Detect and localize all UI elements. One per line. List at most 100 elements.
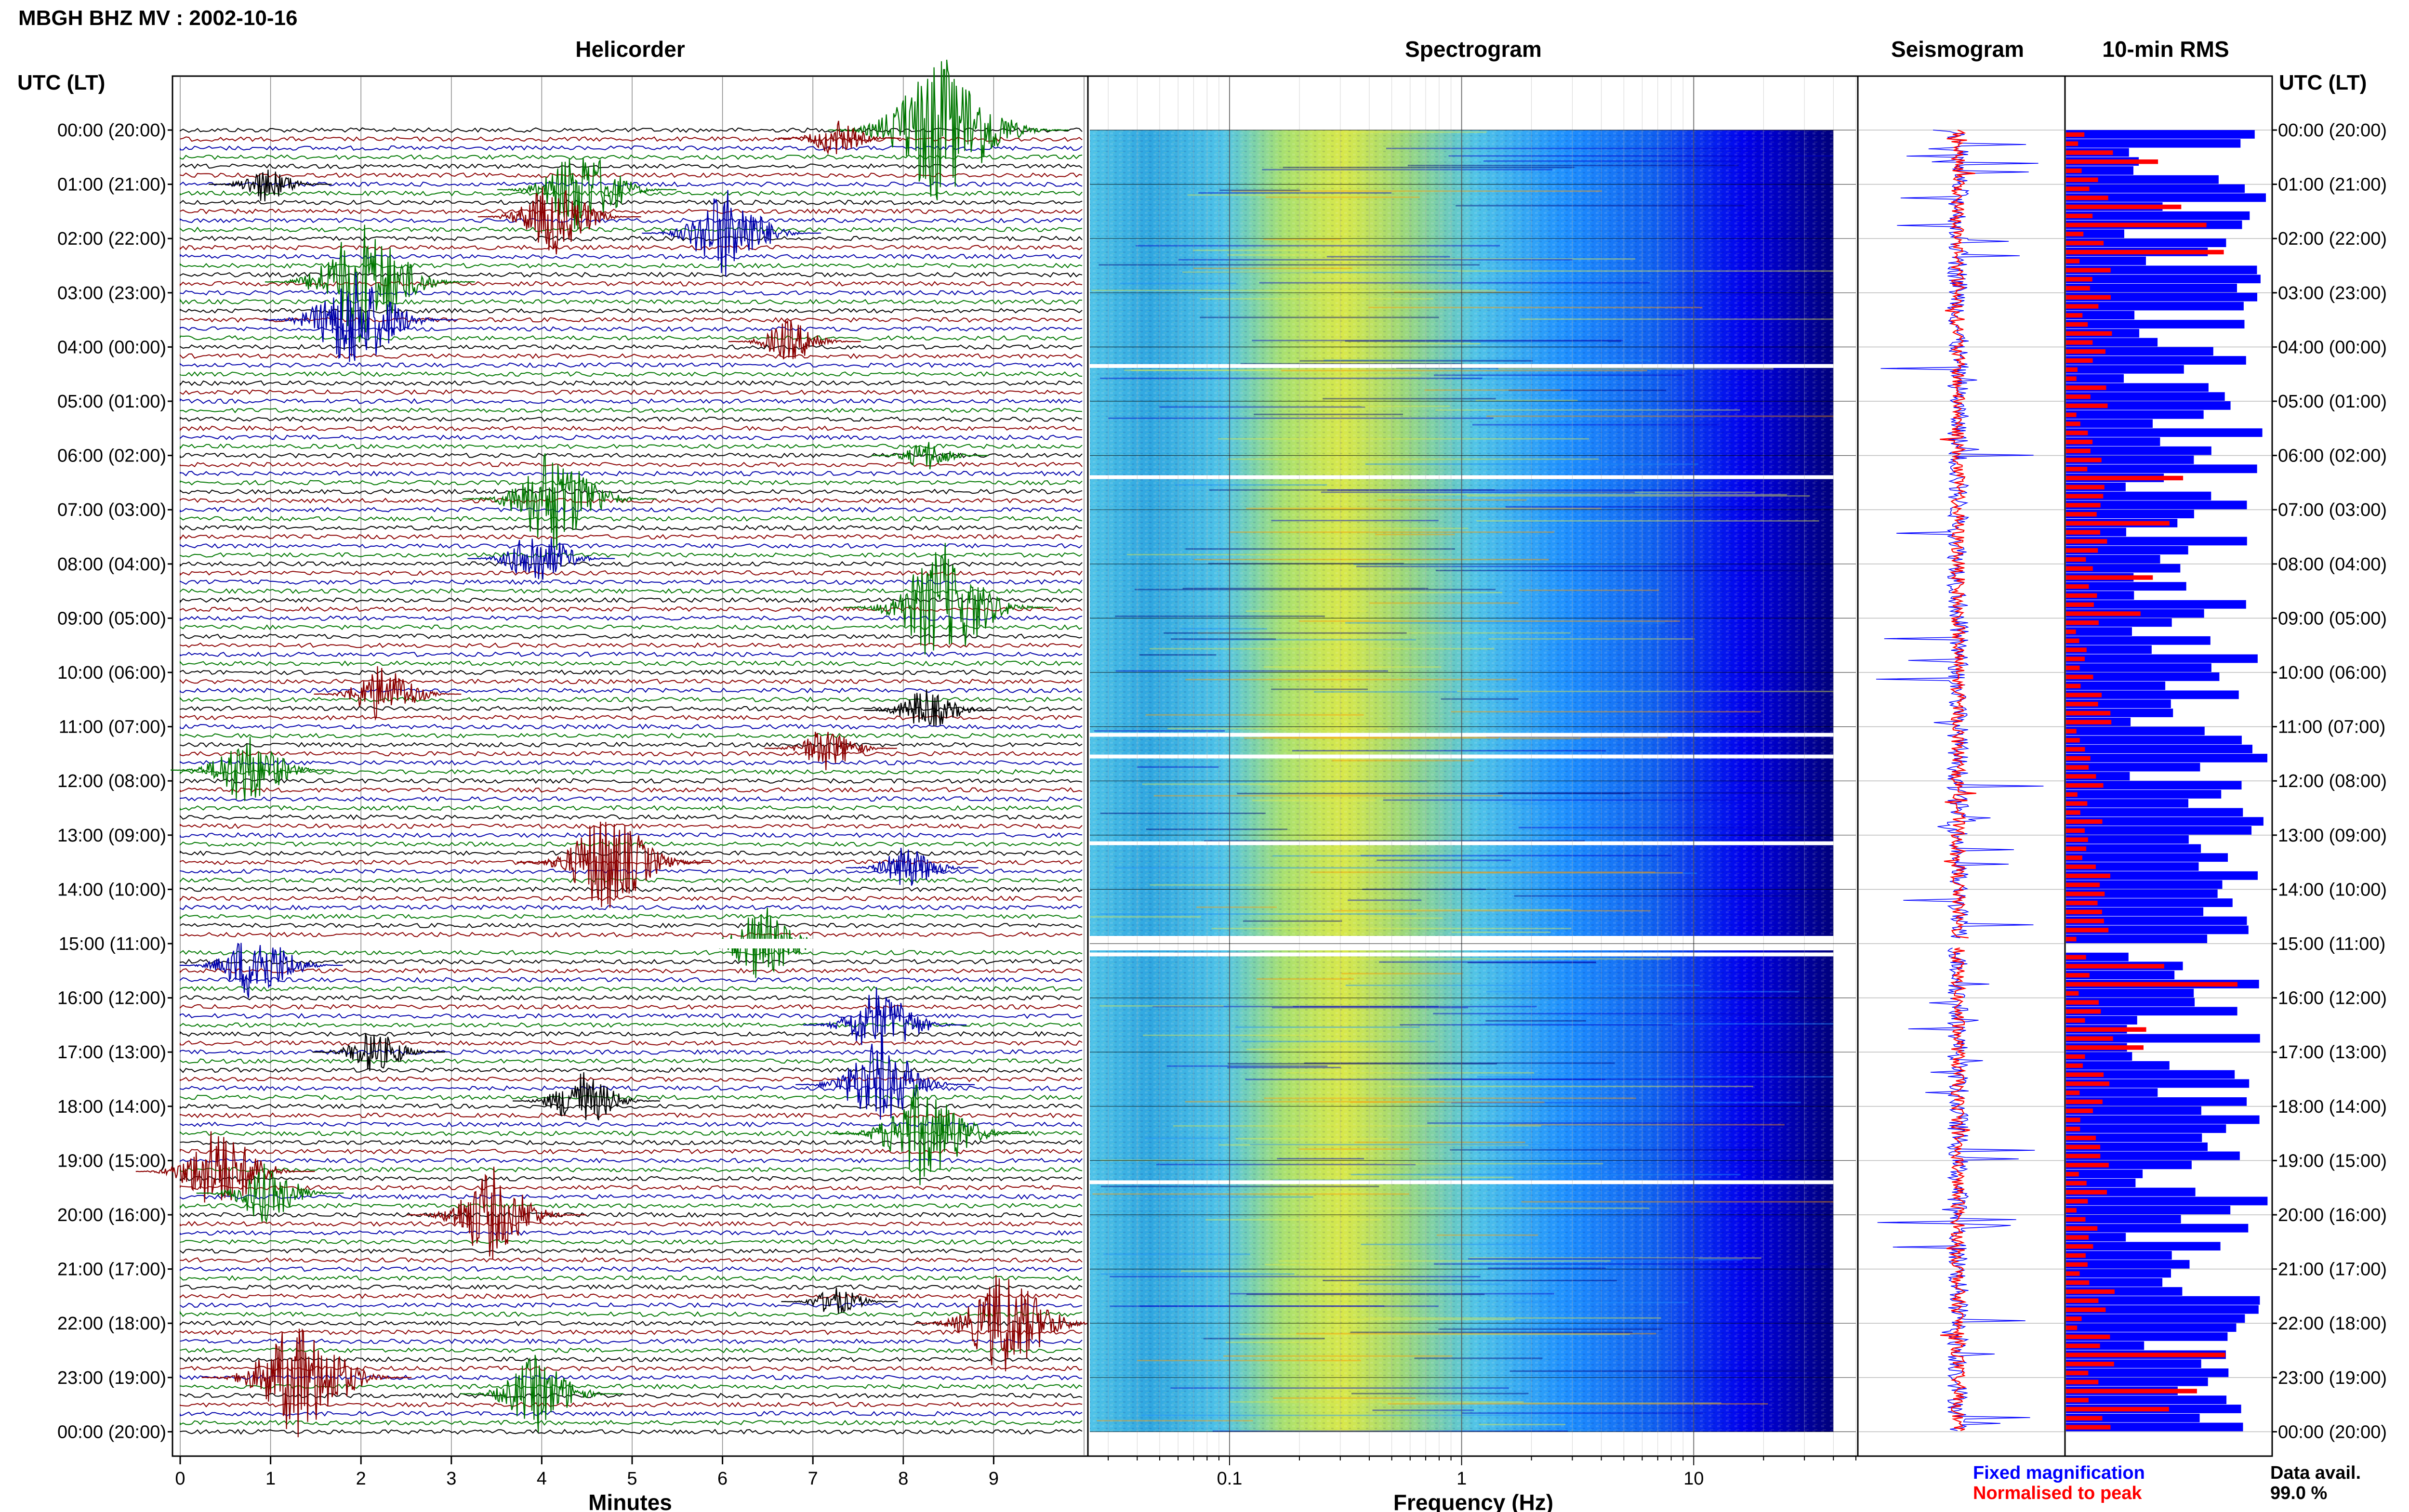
rms-normalised-bar <box>2066 376 2077 381</box>
rms-fixed-bar <box>2066 1070 2235 1079</box>
spectrogram-streak <box>1227 254 1309 256</box>
spectrogram-streak <box>1143 1034 1312 1036</box>
rms-normalised-bar <box>2066 1036 2113 1041</box>
helicorder-event <box>407 1167 586 1260</box>
time-label-right: 06:00 (02:00) <box>2278 446 2387 466</box>
spectrogram-streak <box>1263 238 1341 240</box>
spectrogram-streak <box>1345 340 1622 342</box>
rms-normalised-bar <box>2066 892 2105 896</box>
helicorder-trace <box>180 1366 1083 1372</box>
time-label-left: 01:00 (21:00) <box>57 175 166 195</box>
spectrogram-streak <box>1145 714 1364 716</box>
time-label-right: 00:00 (20:00) <box>2278 1422 2387 1442</box>
helicorder-event <box>833 1083 1027 1185</box>
spectrogram-streak <box>1271 1007 1469 1009</box>
helicorder-event <box>477 186 641 255</box>
time-label-left: 16:00 (12:00) <box>57 988 166 1009</box>
helicorder-trace <box>180 253 1083 260</box>
helicorder-trace <box>180 769 1083 775</box>
rms-fixed-bar <box>2066 1368 2229 1377</box>
spectrogram-streak <box>1359 1283 1505 1285</box>
rms-normalised-bar <box>2066 421 2080 426</box>
helicorder-trace <box>180 1410 1083 1417</box>
rms-normalised-bar <box>2066 141 2078 146</box>
spectrogram-streak <box>1452 931 1551 933</box>
rms-fixed-bar <box>2066 808 2243 817</box>
helicorder-trace <box>180 995 1083 1001</box>
rms-fixed-bar <box>2066 781 2242 789</box>
spectrogram-streak <box>1469 1257 1761 1259</box>
rms-fixed-bar <box>2066 1323 2237 1332</box>
rms-fixed-bar <box>2066 1088 2158 1097</box>
rms-normalised-bar <box>2066 982 2237 987</box>
spectrogram-streak <box>1348 899 1422 901</box>
spectrogram-streak <box>1265 1264 1395 1265</box>
spectrogram-streak <box>1187 194 1318 196</box>
spectrogram-streak <box>1304 1062 1615 1064</box>
helicorder-trace <box>180 543 1083 549</box>
helicorder-trace <box>180 733 1083 739</box>
helicorder-title: Helicorder <box>575 37 685 62</box>
spectrogram-streak <box>1362 405 1450 407</box>
spectrogram-streak <box>1099 1005 1224 1007</box>
spectrogram-streak <box>1509 389 1667 391</box>
spectrogram-panel: 0.1 1 10 <box>1087 75 1859 1489</box>
spectrogram-streak <box>1182 271 1313 273</box>
spectrogram-streak <box>1150 884 1335 886</box>
spectrogram-streak <box>1352 917 1443 919</box>
rms-normalised-bar <box>2066 213 2093 218</box>
seismogram-panel <box>1857 75 2066 1457</box>
helicorder-event <box>196 1163 344 1224</box>
spectrogram-streak <box>1184 639 1416 641</box>
helicorder-grid <box>180 77 1085 1455</box>
rms-fixed-bar <box>2066 292 2257 302</box>
helicorder-event <box>764 732 897 771</box>
spectrogram-streak <box>1412 909 1572 911</box>
rms-normalised-bar <box>2066 1380 2099 1384</box>
rms-normalised-bar <box>2066 710 2111 716</box>
rms-fixed-bar <box>2066 862 2199 871</box>
spectrogram-streak <box>1518 827 1806 828</box>
spectrogram-streak <box>1243 920 1342 922</box>
helicorder-trace <box>180 1067 1083 1073</box>
time-label-right: 21:00 (17:00) <box>2278 1260 2387 1280</box>
spectrogram-streak <box>1116 670 1388 672</box>
rms-fixed-bar <box>2066 311 2135 320</box>
spectrogram-streak <box>1468 1258 1699 1260</box>
helicorder-event <box>781 1287 898 1314</box>
spectrogram-streak <box>1476 520 1819 522</box>
rms-normalised-bar <box>2066 367 2078 372</box>
rms-normalised-bar <box>2066 575 2153 580</box>
helicorder-trace <box>180 1221 1083 1227</box>
spectrogram-streak <box>1208 563 1404 565</box>
spectrogram-streak <box>1324 359 1652 361</box>
rms-normalised-bar <box>2066 846 2087 851</box>
spectrogram-streak <box>1149 648 1495 650</box>
helicorder-trace <box>180 950 1083 956</box>
spectrogram-streak <box>1262 736 1668 738</box>
rms-fixed-bar <box>2066 672 2220 681</box>
rms-fixed-bar <box>2066 1151 2240 1160</box>
time-label-right: 23:00 (19:00) <box>2278 1368 2387 1388</box>
helicorder-event <box>795 1037 975 1120</box>
time-label-right: 08:00 (04:00) <box>2278 554 2387 575</box>
spectrogram-streak <box>1229 1401 1524 1403</box>
spectrogram-streak <box>1509 1370 1834 1372</box>
time-label-left: 19:00 (15:00) <box>57 1151 166 1171</box>
spectrogram-streak <box>1264 1097 1636 1099</box>
time-label-right: 07:00 (03:00) <box>2278 500 2387 520</box>
rms-fixed-bar <box>2066 139 2241 148</box>
helicorder-panel: 0 1 2 3 4 5 6 7 8 9 <box>135 59 1109 1489</box>
spectrogram-streak <box>1252 340 1623 342</box>
helicorder-trace <box>180 913 1083 920</box>
spectrogram-streak <box>1435 409 1740 411</box>
minute-tick-label: 9 <box>989 1469 999 1489</box>
spectrogram-streak <box>1185 1101 1444 1103</box>
spectrogram-streak <box>1479 1423 1565 1425</box>
rms-fixed-bar <box>2066 1377 2208 1386</box>
rms-fixed-bar <box>2066 645 2152 654</box>
rms-normalised-bar <box>2066 439 2093 445</box>
rms-fixed-bar <box>2066 844 2201 853</box>
rms-fixed-bar <box>2066 1196 2268 1206</box>
helicorder-trace <box>180 226 1083 233</box>
